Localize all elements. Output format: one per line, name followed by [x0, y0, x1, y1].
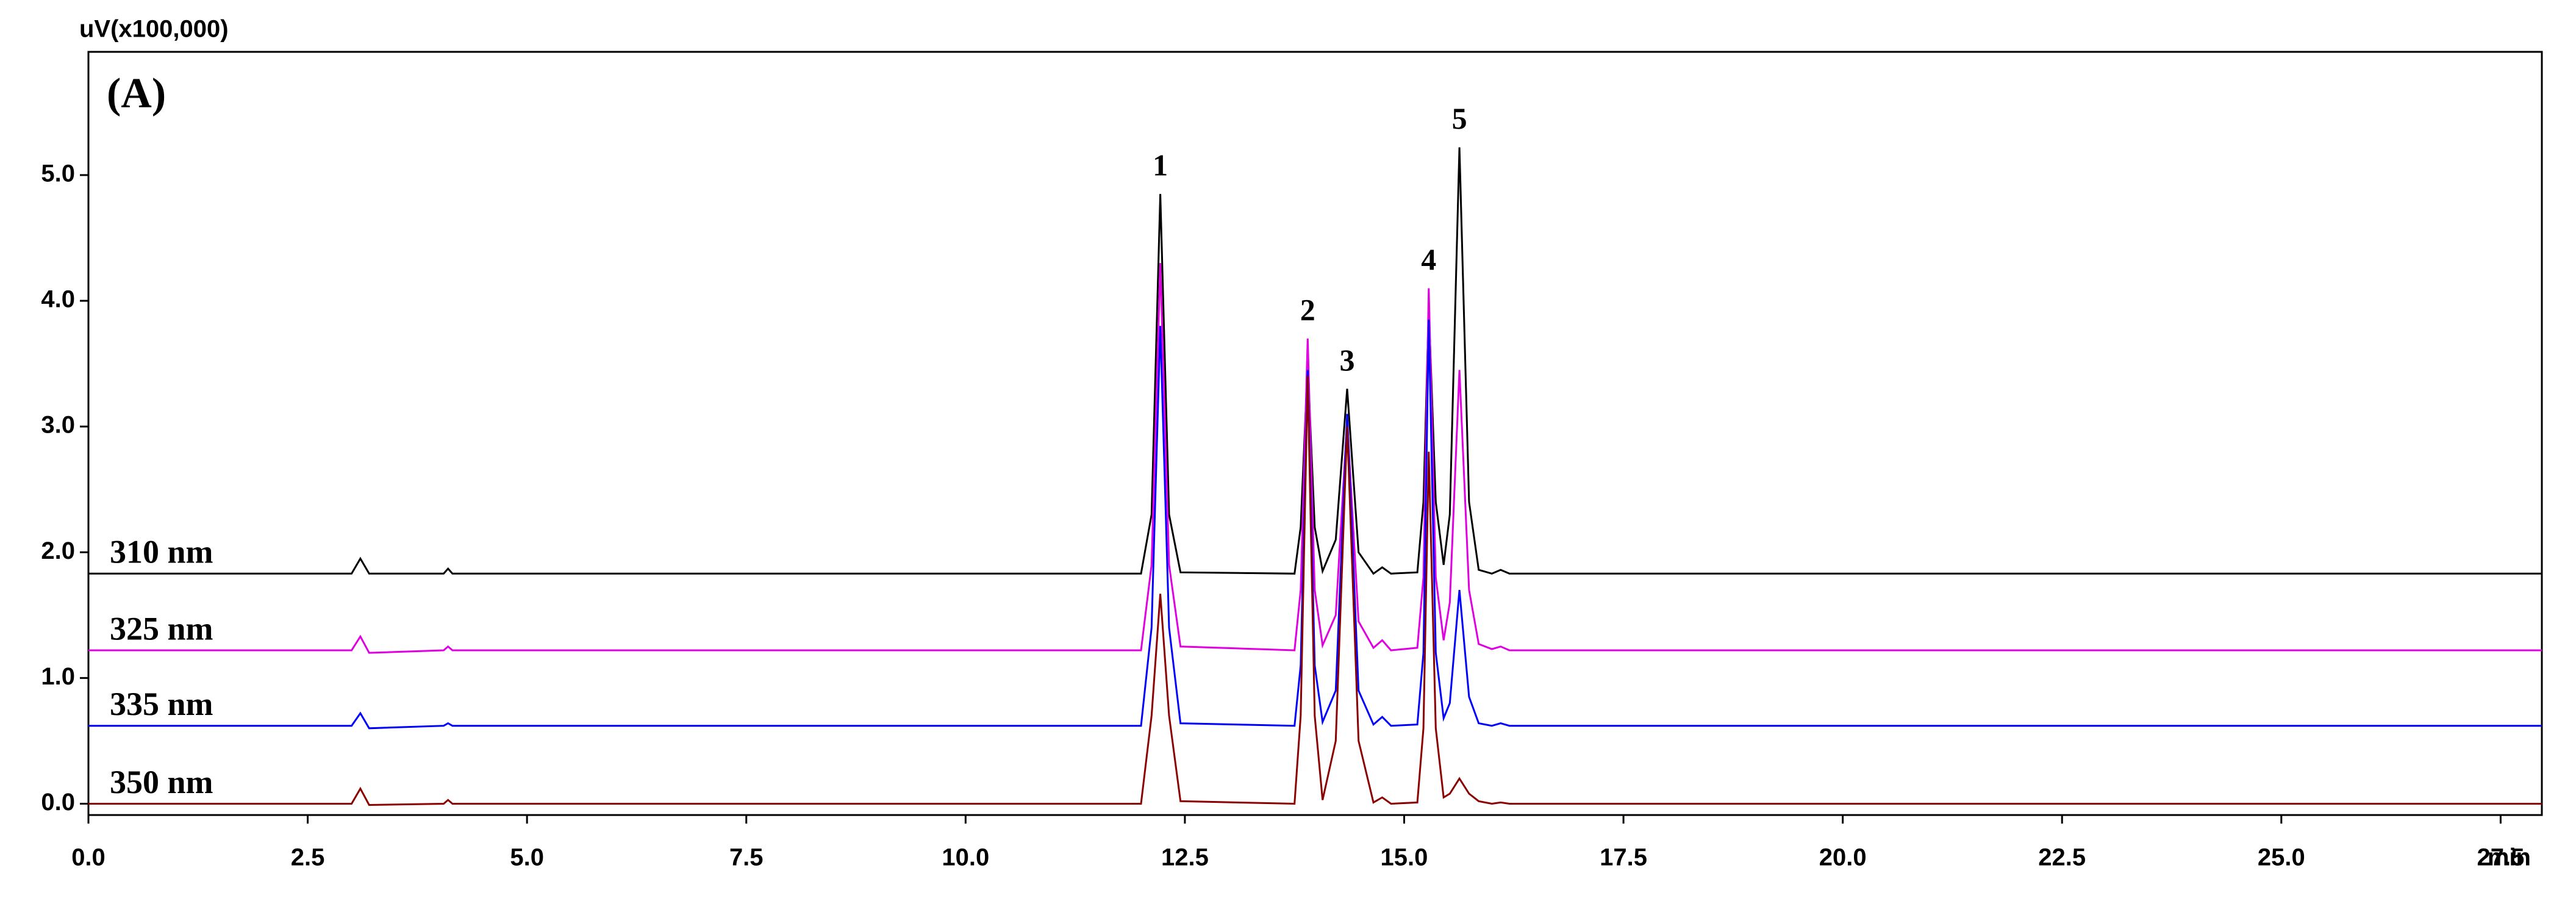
x-tick-label: 22.5	[2038, 844, 2086, 871]
y-tick-label: 4.0	[41, 286, 75, 313]
y-tick-label: 5.0	[41, 160, 75, 187]
trace-label: 350 nm	[110, 764, 213, 800]
x-tick-label: 15.0	[1381, 844, 1428, 871]
y-tick-label: 0.0	[41, 789, 75, 816]
panel-label: (A)	[107, 70, 166, 117]
trace-label: 325 nm	[110, 610, 213, 647]
peak-label: 3	[1339, 343, 1354, 377]
trace-label: 335 nm	[110, 686, 213, 722]
y-tick-label: 2.0	[41, 537, 75, 564]
peak-label: 2	[1300, 292, 1315, 326]
x-tick-label: 17.5	[1600, 844, 1647, 871]
x-tick-label: 25.0	[2258, 844, 2305, 871]
trace-label: 310 nm	[110, 534, 213, 570]
x-tick-label: 2.5	[291, 844, 325, 871]
trace-line	[88, 319, 2542, 730]
trace-line	[88, 376, 2542, 806]
x-tick-label: 27.5	[2477, 844, 2524, 871]
x-tick-label: 12.5	[1161, 844, 1209, 871]
x-tick-label: 7.5	[729, 844, 764, 871]
trace-line	[88, 147, 2542, 575]
x-tick-label: 0.0	[71, 844, 106, 871]
x-axis-label: min	[2488, 844, 2531, 871]
peak-label: 4	[1421, 242, 1436, 276]
y-tick-label: 3.0	[41, 412, 75, 439]
trace-line	[88, 263, 2542, 654]
peak-label: 5	[1452, 101, 1467, 135]
x-tick-label: 20.0	[1819, 844, 1867, 871]
x-tick-label: 10.0	[942, 844, 989, 871]
y-axis-label: uV(x100,000)	[79, 16, 229, 43]
x-tick-label: 5.0	[510, 844, 544, 871]
plot-frame	[87, 51, 2543, 816]
peak-label: 1	[1153, 148, 1168, 182]
y-tick-label: 1.0	[41, 663, 75, 690]
